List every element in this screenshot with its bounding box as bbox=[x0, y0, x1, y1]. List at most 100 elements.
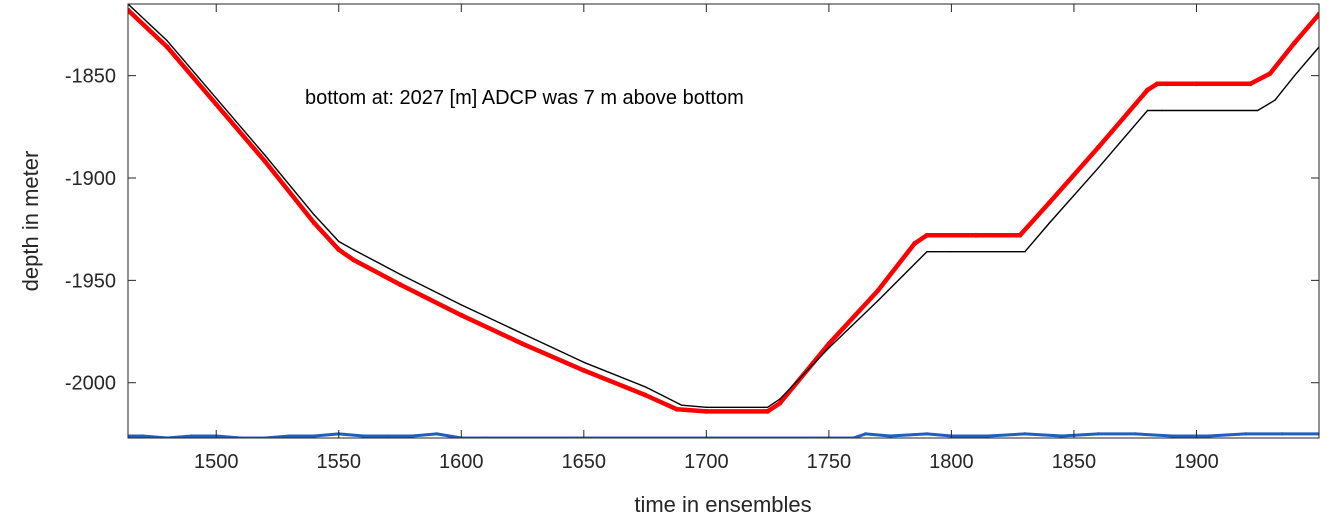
series-1-point-21 bbox=[1048, 222, 1051, 224]
y-tick-label-1: -1900 bbox=[65, 168, 116, 190]
series-0-point-12 bbox=[674, 406, 680, 412]
series-2-point-25 bbox=[1133, 432, 1137, 436]
y-axis-label: depth in meter bbox=[18, 151, 43, 292]
series-0-point-24 bbox=[1145, 87, 1150, 93]
series-1-point-17 bbox=[877, 300, 879, 302]
series-0-point-5 bbox=[336, 247, 342, 253]
series-1-point-18 bbox=[926, 251, 928, 253]
annotation-text: bottom at: 2027 [m] ADCP was 7 m above b… bbox=[305, 87, 744, 109]
series-1-point-5 bbox=[338, 240, 340, 243]
series-0-point-30 bbox=[1316, 11, 1319, 17]
series-1-point-12 bbox=[681, 404, 683, 406]
series-2-point-28 bbox=[1243, 432, 1248, 436]
series-1-point-23 bbox=[1146, 109, 1149, 112]
series-0-point-2 bbox=[213, 101, 219, 107]
series-0-point-19 bbox=[924, 232, 930, 238]
series-1-point-13 bbox=[705, 406, 707, 408]
series-0-point-1 bbox=[164, 44, 170, 50]
series-0-point-11 bbox=[642, 392, 648, 398]
x-tick-label-2: 1600 bbox=[439, 451, 484, 473]
series-2-point-3 bbox=[190, 434, 194, 438]
x-tick-label-7: 1850 bbox=[1052, 451, 1097, 473]
series-2-point-17 bbox=[864, 432, 868, 436]
x-tick-label-6: 1800 bbox=[929, 451, 974, 473]
series-2-point-26 bbox=[1170, 434, 1174, 438]
series-0-point-9 bbox=[520, 341, 525, 347]
series-0-point-8 bbox=[458, 312, 464, 318]
x-tick-label-1: 1550 bbox=[317, 451, 362, 473]
y-tick-label-3: -2000 bbox=[65, 373, 116, 395]
series-1-point-7 bbox=[399, 273, 401, 275]
y-tick-label-2: -1950 bbox=[65, 270, 116, 292]
series-1-point-8 bbox=[460, 304, 462, 306]
series-2-point-21 bbox=[986, 434, 990, 438]
series-1-point-3 bbox=[264, 154, 266, 157]
axes-box bbox=[127, 3, 1320, 439]
series-line-0 bbox=[128, 7, 1319, 414]
x-axis-label: time in ensembles bbox=[634, 492, 811, 517]
series-0-point-13 bbox=[703, 409, 709, 414]
series-2-point-23 bbox=[1060, 434, 1064, 438]
series-1-point-22 bbox=[1097, 167, 1100, 169]
series-1-point-16 bbox=[828, 347, 830, 349]
series-0-point-10 bbox=[581, 368, 587, 373]
series-2-point-29 bbox=[1280, 432, 1284, 436]
series-1-point-11 bbox=[644, 386, 646, 388]
series-2-point-22 bbox=[1023, 432, 1027, 436]
series-0-point-3 bbox=[262, 159, 268, 165]
series-1-point-26 bbox=[1274, 99, 1276, 101]
series-1-point-2 bbox=[215, 97, 217, 99]
series-2-point-18 bbox=[888, 434, 892, 438]
series-1-point-4 bbox=[313, 214, 315, 216]
series-2-point-7 bbox=[288, 434, 292, 438]
x-tick-label-4: 1700 bbox=[684, 451, 729, 473]
series-layer bbox=[128, 4, 1319, 438]
series-1-point-15 bbox=[779, 398, 781, 400]
series-0-point-27 bbox=[1248, 81, 1253, 87]
series-1-point-6 bbox=[352, 249, 355, 251]
x-tick-label-5: 1750 bbox=[807, 451, 852, 473]
series-1-point-10 bbox=[583, 361, 585, 363]
x-tick-label-8: 1900 bbox=[1174, 451, 1219, 473]
series-0-point-23 bbox=[1096, 144, 1101, 150]
x-tick-label-0: 1500 bbox=[194, 451, 239, 473]
series-0-point-25 bbox=[1154, 81, 1160, 87]
series-2-point-1 bbox=[141, 434, 145, 438]
series-0-point-28 bbox=[1267, 71, 1273, 76]
series-2-point-24 bbox=[1096, 432, 1100, 436]
series-1-point-24 bbox=[1161, 109, 1163, 112]
series-0-point-20 bbox=[973, 232, 979, 238]
series-1-point-1 bbox=[166, 40, 168, 42]
series-0-point-17 bbox=[875, 288, 881, 293]
series-2-point-11 bbox=[386, 434, 390, 438]
series-0-point-7 bbox=[397, 282, 403, 287]
series-0-point-18 bbox=[912, 241, 917, 246]
series-1-point-27 bbox=[1293, 75, 1296, 77]
series-2-point-8 bbox=[312, 434, 316, 438]
x-tick-label-3: 1650 bbox=[562, 451, 607, 473]
series-0-point-21 bbox=[1017, 232, 1023, 238]
series-0-point-22 bbox=[1047, 200, 1052, 206]
series-1-point-9 bbox=[521, 332, 524, 335]
series-0-point-26 bbox=[1194, 81, 1199, 87]
series-2-point-13 bbox=[435, 432, 439, 436]
series-line-1 bbox=[128, 4, 1319, 408]
series-2-point-10 bbox=[361, 434, 365, 438]
series-0-point-6 bbox=[351, 257, 356, 263]
series-1-point-25 bbox=[1257, 109, 1259, 112]
series-line-2 bbox=[128, 432, 1319, 438]
series-0-point-29 bbox=[1292, 40, 1297, 46]
series-2-point-12 bbox=[410, 434, 414, 438]
series-0-point-15 bbox=[777, 400, 783, 406]
series-1-point-20 bbox=[1024, 251, 1026, 253]
series-0-point-0 bbox=[128, 7, 131, 13]
series-2-point-27 bbox=[1207, 434, 1211, 438]
series-0-point-14 bbox=[765, 409, 770, 414]
series-1-point-14 bbox=[766, 406, 769, 408]
series-1-point-19 bbox=[950, 251, 953, 253]
series-0-point-4 bbox=[311, 220, 317, 226]
y-tick-label-0: -1850 bbox=[65, 66, 116, 88]
series-0-point-16 bbox=[826, 341, 832, 347]
ticks-layer: 1500 1550 1600 1650 1700 1750 1800 1850 1900 -185… bbox=[65, 4, 1319, 473]
